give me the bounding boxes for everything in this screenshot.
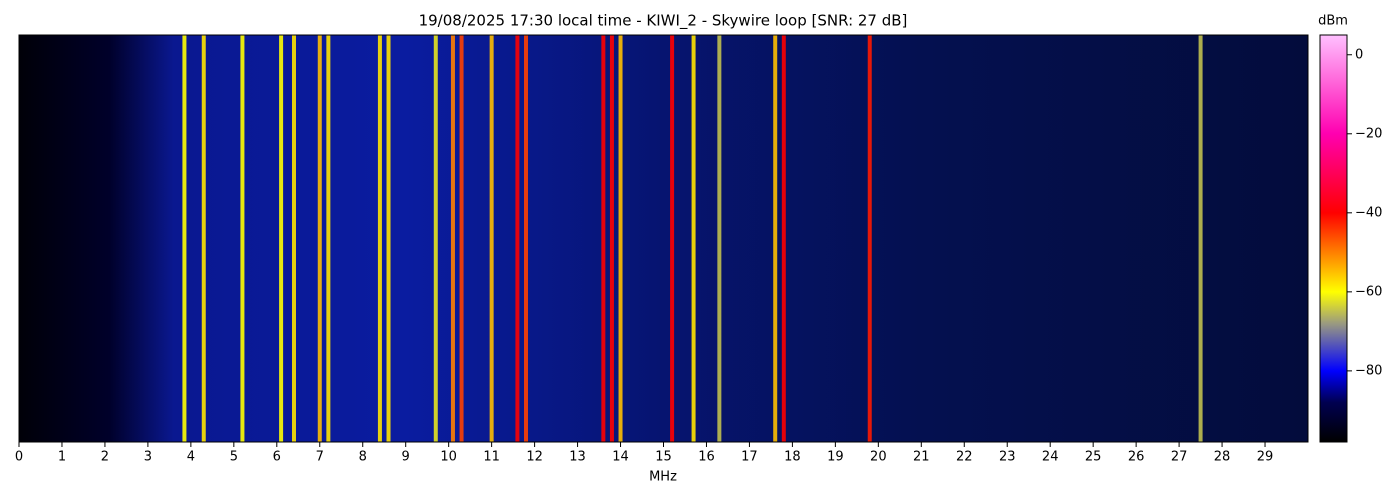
signal-line	[781, 35, 786, 442]
colorbar-tick-label: −20	[1355, 126, 1382, 141]
x-tick-label: 9	[402, 450, 410, 465]
colorbar	[1319, 34, 1348, 443]
x-tick-label: 18	[784, 450, 801, 465]
x-tick-label: 23	[999, 450, 1016, 465]
colorbar-label: dBm	[1318, 14, 1348, 29]
signal-line	[618, 35, 623, 442]
signal-line	[515, 35, 520, 442]
x-tick-label: 13	[569, 450, 586, 465]
colorbar-tick-label: −60	[1355, 284, 1382, 299]
signal-line	[182, 35, 187, 442]
signal-line	[450, 35, 455, 442]
x-tick-label: 2	[101, 450, 109, 465]
x-tick-label: 14	[612, 450, 629, 465]
x-tick-label: 21	[913, 450, 930, 465]
x-tick-label: 28	[1214, 450, 1231, 465]
x-tick-label: 11	[483, 450, 500, 465]
x-tick-label: 8	[359, 450, 367, 465]
signal-line	[240, 35, 245, 442]
colorbar-tick-label: −80	[1355, 363, 1382, 378]
x-tick-label: 20	[870, 450, 887, 465]
signal-line	[201, 35, 206, 442]
x-tick-label: 19	[827, 450, 844, 465]
signal-line	[386, 35, 391, 442]
x-axis-label: MHz	[649, 470, 677, 485]
waterfall-background	[19, 35, 1308, 442]
x-tick-label: 15	[655, 450, 672, 465]
signal-line	[291, 35, 296, 442]
x-tick-label: 12	[526, 450, 543, 465]
x-tick-label: 29	[1257, 450, 1274, 465]
x-tick-label: 6	[273, 450, 281, 465]
signal-line	[459, 35, 464, 442]
x-tick-label: 17	[741, 450, 758, 465]
signal-line	[279, 35, 284, 442]
signal-line	[377, 35, 382, 442]
x-tick-label: 26	[1128, 450, 1145, 465]
x-tick-label: 1	[58, 450, 66, 465]
signal-line	[489, 35, 494, 442]
colorbar-tick-label: −40	[1355, 205, 1382, 220]
signal-line	[717, 35, 722, 442]
signal-line	[691, 35, 696, 442]
x-tick-label: 7	[316, 450, 324, 465]
x-tick-label: 4	[187, 450, 195, 465]
signal-line	[773, 35, 778, 442]
signal-line	[524, 35, 529, 442]
signal-line	[670, 35, 675, 442]
signal-line	[867, 35, 872, 442]
signal-line	[1198, 35, 1203, 442]
x-tick-label: 5	[230, 450, 238, 465]
x-tick-label: 16	[698, 450, 715, 465]
colorbar-tick-label: 0	[1355, 47, 1363, 62]
x-tick-label: 3	[144, 450, 152, 465]
x-tick-label: 10	[440, 450, 457, 465]
x-tick-label: 27	[1171, 450, 1188, 465]
signal-line	[601, 35, 606, 442]
signal-line	[317, 35, 322, 442]
signal-line	[609, 35, 614, 442]
x-tick-label: 0	[15, 450, 23, 465]
x-tick-label: 22	[956, 450, 973, 465]
signal-line	[326, 35, 331, 442]
signal-line	[433, 35, 438, 442]
x-tick-label: 25	[1085, 450, 1102, 465]
x-tick-label: 24	[1042, 450, 1059, 465]
chart-title: 19/08/2025 17:30 local time - KIWI_2 - S…	[419, 12, 908, 31]
